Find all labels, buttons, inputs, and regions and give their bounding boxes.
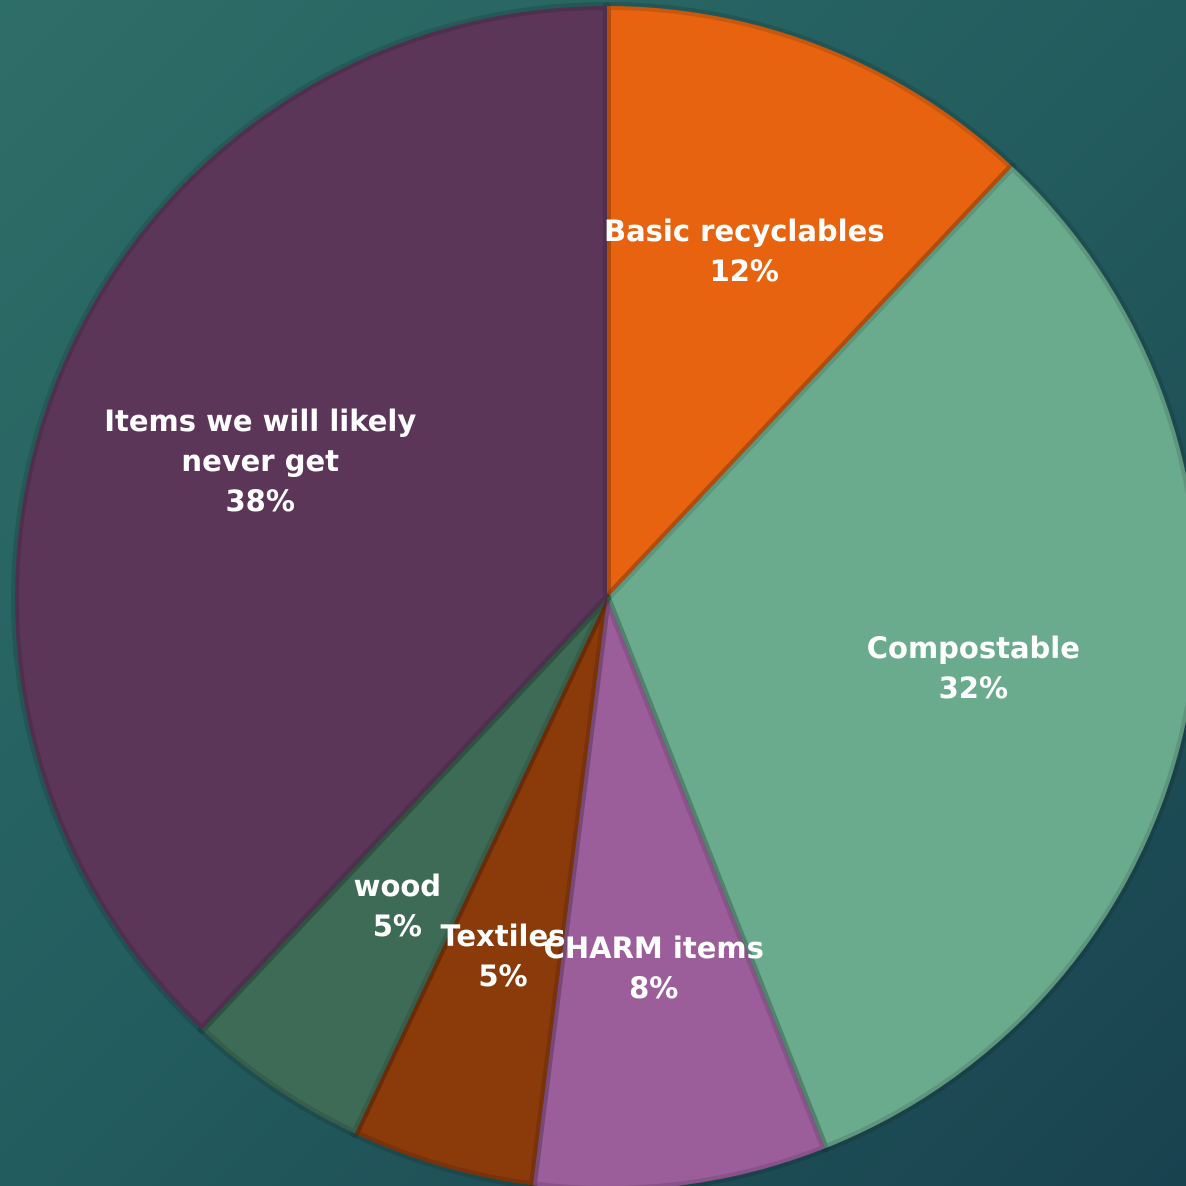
slice-label: Textiles 5% — [338, 916, 668, 996]
category-label: Compostable — [866, 630, 1080, 665]
value-label: 38% — [225, 483, 295, 518]
slice-label: Compostable 32% — [808, 628, 1138, 708]
value-label: 5% — [372, 909, 422, 944]
category-label: Basic recyclables — [604, 214, 885, 249]
pie-slice — [11, 2, 611, 1034]
pie-slice — [197, 594, 611, 1138]
pie-slice — [350, 594, 611, 1186]
category-label: CHARM items — [543, 931, 764, 966]
category-label: Textiles — [440, 919, 566, 954]
pie-slice — [603, 162, 1186, 1153]
value-label: 5% — [478, 959, 528, 994]
value-label: 8% — [629, 971, 679, 1006]
pie-slice — [603, 2, 1017, 602]
pie-slice — [528, 594, 829, 1186]
slice-label: CHARM items 8% — [489, 928, 819, 1008]
category-label: Items we will likely never get — [104, 403, 417, 478]
slice-label: Basic recyclables 12% — [579, 211, 909, 291]
value-label: 32% — [938, 670, 1009, 705]
slice-label: Items we will likely never get 38% — [95, 401, 425, 521]
category-label: wood — [353, 869, 442, 904]
slice-label: wood 5% — [232, 866, 562, 946]
value-label: 12% — [709, 254, 779, 289]
